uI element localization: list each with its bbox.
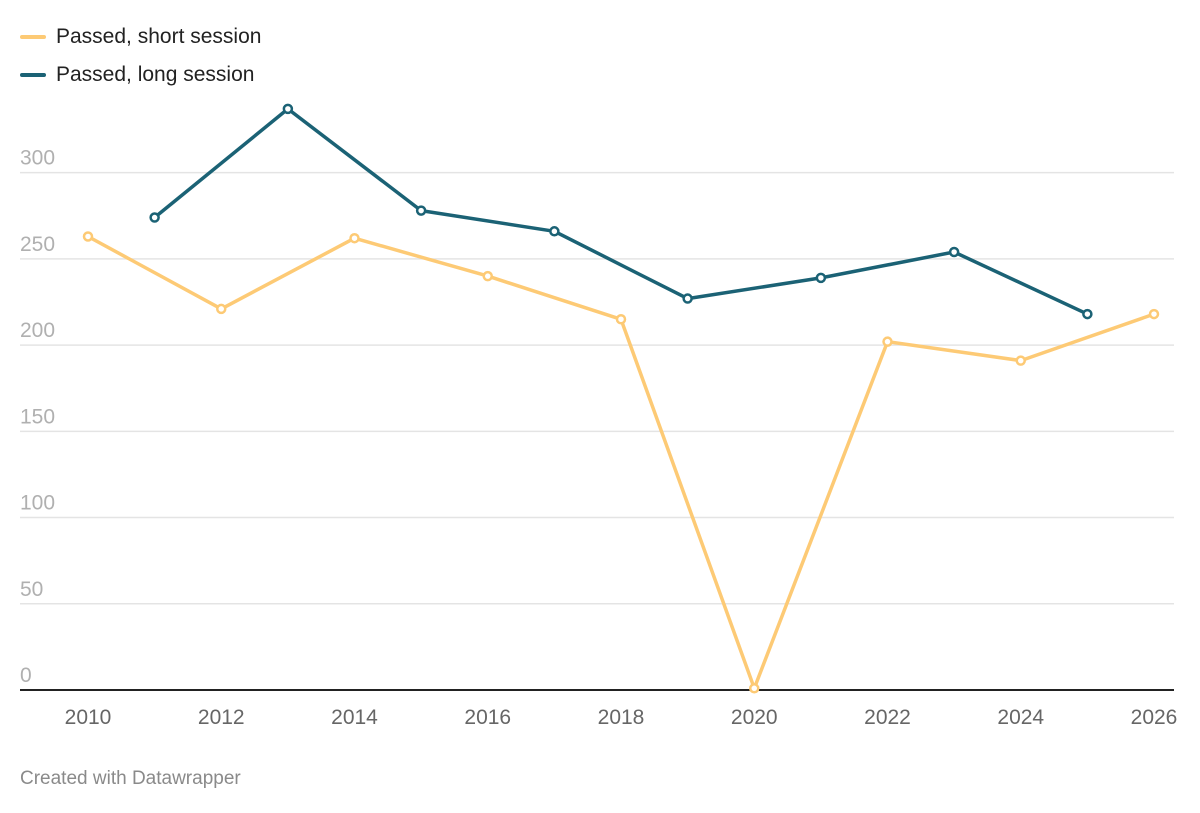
legend-item-short-session: Passed, short session [20, 18, 261, 56]
x-tick-label-2012: 2012 [198, 706, 245, 729]
x-tick-label-2024: 2024 [997, 706, 1044, 729]
series-1-point-2017 [549, 226, 560, 237]
series-1-point-2019 [682, 293, 693, 304]
series-1-point-2011 [149, 212, 160, 223]
x-tick-label-2022: 2022 [864, 706, 911, 729]
series-line-1 [152, 107, 1090, 316]
y-tick-label-200: 200 [20, 319, 55, 342]
series-1-point-2021 [815, 272, 827, 284]
legend-swatch-short-session [20, 35, 46, 39]
x-tick-label-2014: 2014 [331, 706, 378, 729]
x-tick-label-2020: 2020 [731, 706, 778, 729]
legend-label-long-session: Passed, long session [56, 63, 255, 86]
legend-label-short-session: Passed, short session [56, 25, 262, 48]
y-tick-label-0: 0 [20, 664, 32, 687]
y-tick-label-250: 250 [20, 233, 55, 256]
series-0-point-2012 [216, 303, 227, 315]
x-tick-label-2018: 2018 [598, 706, 645, 729]
legend-swatch-long-session [20, 73, 46, 77]
series-0-point-2014 [349, 232, 360, 244]
series-1-point-2023 [948, 246, 960, 258]
legend-item-long-session: Passed, long session [20, 56, 261, 94]
y-tick-label-100: 100 [20, 492, 55, 515]
series-0-point-2024 [1015, 355, 1026, 366]
series-1-point-2015 [415, 205, 427, 216]
series-0-point-2010 [82, 231, 94, 242]
series-0-point-2016 [482, 270, 493, 282]
series-line-0 [86, 234, 1156, 691]
series-0-point-2022 [882, 336, 893, 347]
x-tick-label-2016: 2016 [464, 706, 511, 729]
series-1-point-2025 [1082, 308, 1093, 320]
chart-legend: Passed, short session Passed, long sessi… [20, 18, 261, 94]
chart-credit: Created with Datawrapper [20, 768, 241, 789]
series-1-point-2013 [282, 103, 294, 115]
y-tick-label-300: 300 [20, 147, 55, 170]
y-tick-label-50: 50 [20, 578, 43, 601]
series-0-point-2018 [615, 314, 627, 325]
series-0-point-2020 [749, 683, 760, 694]
y-tick-label-150: 150 [20, 405, 55, 428]
x-tick-label-2010: 2010 [65, 706, 112, 729]
x-tick-label-2026: 2026 [1131, 706, 1178, 729]
series-0-point-2026 [1148, 308, 1160, 320]
